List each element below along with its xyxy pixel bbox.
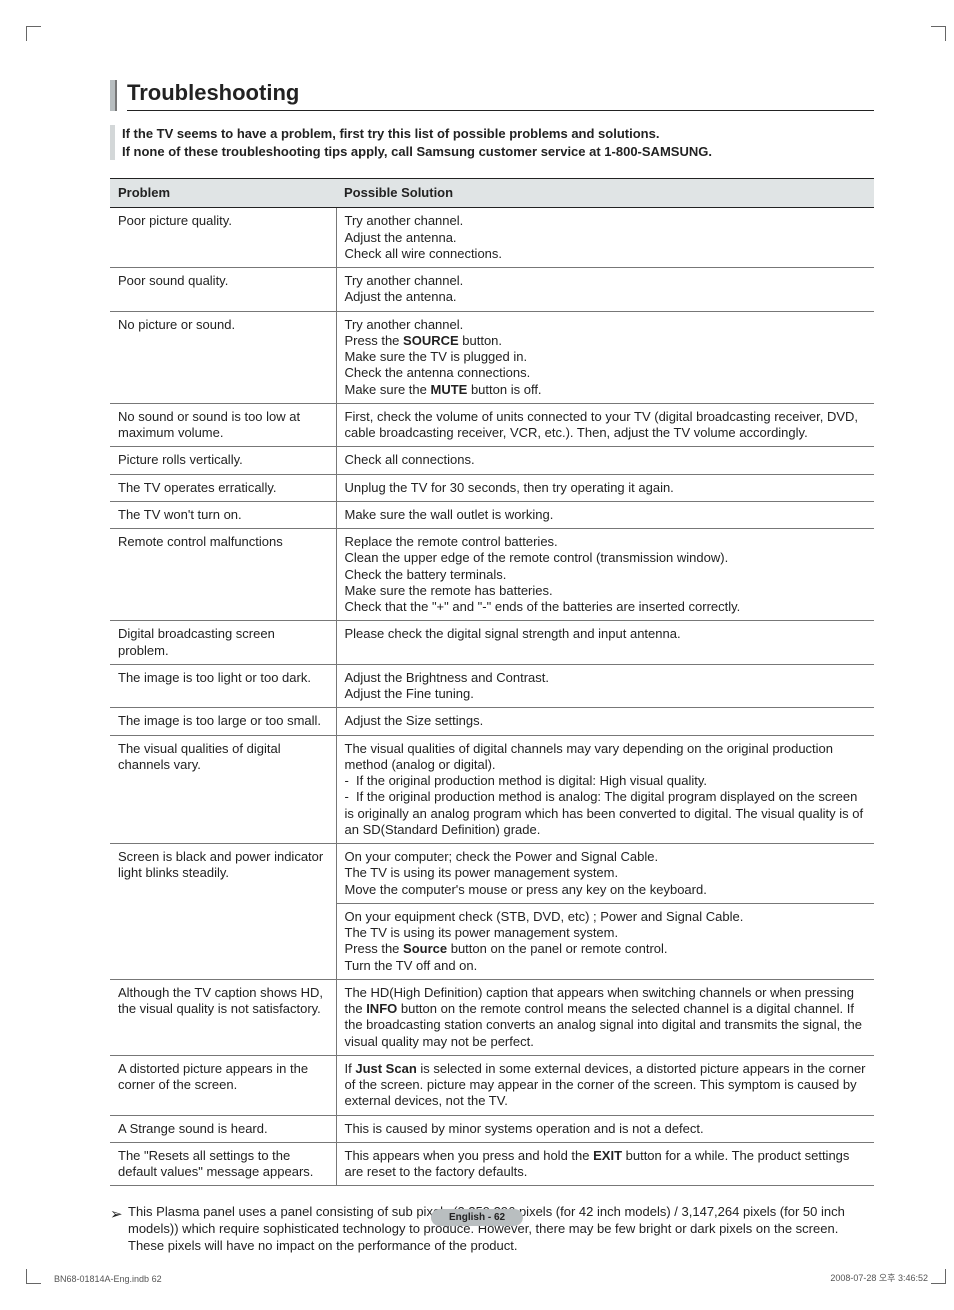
crop-mark-tr <box>931 26 946 41</box>
problem-cell: Screen is black and power indicatorlight… <box>110 844 336 980</box>
page-title: Troubleshooting <box>127 80 874 106</box>
solution-cell: Make sure the wall outlet is working. <box>336 501 874 528</box>
problem-cell: The TV operates erratically. <box>110 474 336 501</box>
table-row: Screen is black and power indicatorlight… <box>110 844 874 904</box>
heading-row: Troubleshooting <box>110 80 874 111</box>
footer-timestamp: 2008-07-28 오후 3:46:52 <box>830 1271 928 1284</box>
solution-cell: Replace the remote control batteries.Cle… <box>336 529 874 621</box>
solution-cell: First, check the volume of units connect… <box>336 403 874 447</box>
note-arrow-icon: ➢ <box>110 1204 128 1225</box>
heading-underline: Troubleshooting <box>127 80 874 111</box>
problem-cell: No sound or sound is too low at maximum … <box>110 403 336 447</box>
crop-mark-br <box>931 1269 946 1284</box>
problem-cell: The image is too light or too dark. <box>110 664 336 708</box>
solution-cell: Please check the digital signal strength… <box>336 621 874 665</box>
table-row: The image is too large or too small.Adju… <box>110 708 874 735</box>
table-row: Although the TV caption shows HD, the vi… <box>110 979 874 1055</box>
table-row: No sound or sound is too low at maximum … <box>110 403 874 447</box>
solution-cell: Check all connections. <box>336 447 874 474</box>
problem-cell: Poor picture quality. <box>110 208 336 268</box>
solution-cell: This is caused by minor systems operatio… <box>336 1115 874 1142</box>
solution-cell: The visual qualities of digital channels… <box>336 735 874 844</box>
crop-mark-bl <box>26 1269 41 1284</box>
table-row: Digital broadcasting screen problem.Plea… <box>110 621 874 665</box>
table-header-row: Problem Possible Solution <box>110 179 874 208</box>
problem-cell: A distorted picture appears in the corne… <box>110 1055 336 1115</box>
page-number-pill: English - 62 <box>431 1209 523 1226</box>
solution-cell: Adjust the Brightness and Contrast.Adjus… <box>336 664 874 708</box>
intro-row: If the TV seems to have a problem, first… <box>110 125 874 160</box>
table-row: Remote control malfunctionsReplace the r… <box>110 529 874 621</box>
solution-cell: If Just Scan is selected in some externa… <box>336 1055 874 1115</box>
heading-bar <box>110 80 117 111</box>
table-row: The TV operates erratically.Unplug the T… <box>110 474 874 501</box>
footer-filename: BN68-01814A-Eng.indb 62 <box>54 1274 162 1284</box>
problem-cell: Poor sound quality. <box>110 268 336 312</box>
solution-cell: Unplug the TV for 30 seconds, then try o… <box>336 474 874 501</box>
table-row: The visual qualities of digital channels… <box>110 735 874 844</box>
table-row: A Strange sound is heard.This is caused … <box>110 1115 874 1142</box>
problem-cell: Remote control malfunctions <box>110 529 336 621</box>
table-row: The image is too light or too dark.Adjus… <box>110 664 874 708</box>
problem-cell: The visual qualities of digital channels… <box>110 735 336 844</box>
problem-cell: A Strange sound is heard. <box>110 1115 336 1142</box>
intro-text: If the TV seems to have a problem, first… <box>122 125 712 160</box>
problem-cell: The "Resets all settings to the default … <box>110 1142 336 1186</box>
col-header-problem: Problem <box>110 179 336 208</box>
problem-cell: Digital broadcasting screen problem. <box>110 621 336 665</box>
table-row: The TV won't turn on.Make sure the wall … <box>110 501 874 528</box>
table-row: No picture or sound.Try another channel.… <box>110 311 874 403</box>
table-row: The "Resets all settings to the default … <box>110 1142 874 1186</box>
solution-cell: Try another channel.Adjust the antenna.C… <box>336 208 874 268</box>
solution-cell: On your equipment check (STB, DVD, etc) … <box>336 903 874 979</box>
crop-mark-tl <box>26 26 41 41</box>
table-row: Poor picture quality.Try another channel… <box>110 208 874 268</box>
solution-cell: The HD(High Definition) caption that app… <box>336 979 874 1055</box>
solution-cell: On your computer; check the Power and Si… <box>336 844 874 904</box>
solution-cell: Try another channel.Adjust the antenna. <box>336 268 874 312</box>
page: Troubleshooting If the TV seems to have … <box>0 0 954 1310</box>
intro-bar <box>110 125 115 160</box>
intro-line-2: If none of these troubleshooting tips ap… <box>122 143 712 161</box>
table-row: A distorted picture appears in the corne… <box>110 1055 874 1115</box>
problem-cell: The image is too large or too small. <box>110 708 336 735</box>
troubleshooting-table: Problem Possible Solution Poor picture q… <box>110 178 874 1186</box>
problem-cell: Although the TV caption shows HD, the vi… <box>110 979 336 1055</box>
intro-line-1: If the TV seems to have a problem, first… <box>122 125 712 143</box>
col-header-solution: Possible Solution <box>336 179 874 208</box>
problem-cell: No picture or sound. <box>110 311 336 403</box>
table-row: Poor sound quality.Try another channel.A… <box>110 268 874 312</box>
table-row: Picture rolls vertically.Check all conne… <box>110 447 874 474</box>
solution-cell: This appears when you press and hold the… <box>336 1142 874 1186</box>
problem-cell: The TV won't turn on. <box>110 501 336 528</box>
solution-cell: Try another channel.Press the SOURCE but… <box>336 311 874 403</box>
solution-cell: Adjust the Size settings. <box>336 708 874 735</box>
problem-cell: Picture rolls vertically. <box>110 447 336 474</box>
